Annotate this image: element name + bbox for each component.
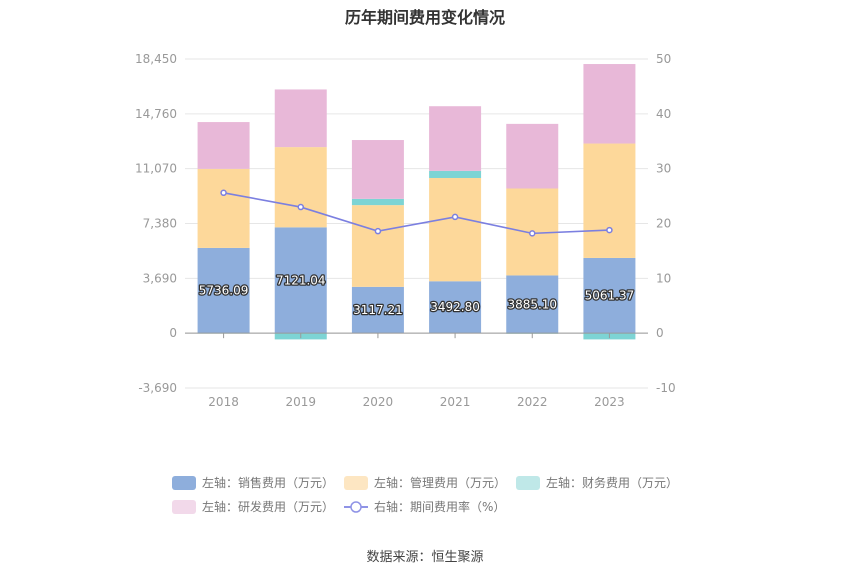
left-tick-label: 11,070: [135, 162, 177, 176]
bar-segment: [429, 177, 482, 282]
right-tick-label: 20: [656, 217, 671, 231]
legend-item-rnd[interactable]: 左轴：研发费用（万元）: [172, 498, 334, 515]
rate-point: [297, 203, 304, 211]
rate-line-layer: [220, 189, 613, 237]
bar-segment: [351, 286, 404, 334]
bar-segment: [583, 143, 636, 258]
left-tick-label: 7,380: [143, 217, 177, 231]
sales-data-label: 5736.09: [199, 284, 249, 298]
rate-point: [451, 213, 459, 221]
right-tick-label: 0: [656, 326, 664, 340]
legend-label-rnd: 左轴：研发费用（万元）: [202, 500, 335, 514]
bar-segment: [197, 122, 250, 169]
x-tick-label: 2019: [285, 395, 316, 409]
left-tick-label: 18,450: [135, 52, 177, 66]
bar-segment: [274, 89, 327, 148]
legend-item-rate[interactable]: 右轴：期间费用率（%）: [344, 498, 505, 515]
legend-swatch-sales: [172, 475, 196, 490]
x-tick-label: 2023: [594, 395, 625, 409]
right-tick-label: 50: [656, 52, 671, 66]
left-tick-label: 0: [169, 326, 177, 340]
right-tick-label: 40: [656, 107, 671, 121]
left-tick-label: 14,760: [135, 107, 177, 121]
x-tick-label: 2020: [363, 395, 394, 409]
sales-data-label: 3885.10: [507, 297, 557, 311]
left-tick-label: -3,690: [138, 381, 177, 395]
bar-segment: [351, 198, 404, 206]
rate-line: [223, 192, 610, 235]
legend-item-sales[interactable]: 左轴：销售费用（万元）: [172, 474, 334, 491]
right-tick-label: 10: [656, 271, 671, 285]
x-tick-label: 2018: [208, 395, 239, 409]
bar-segment: [429, 281, 482, 334]
bar-segment: [583, 257, 636, 334]
chart-title: 历年期间费用变化情况: [344, 8, 505, 27]
bar-segment: [429, 106, 482, 171]
legend-swatch-rnd: [172, 499, 196, 514]
sales-data-label: 7121.04: [276, 273, 326, 287]
legend-item-admin[interactable]: 左轴：管理费用（万元）: [344, 474, 506, 491]
rate-point: [220, 189, 227, 197]
bar-segment: [274, 147, 327, 228]
legend-swatch-admin: [344, 475, 368, 490]
legend-label-sales: 左轴：销售费用（万元）: [202, 476, 335, 490]
data-source-note: 数据来源：恒生聚源: [366, 550, 484, 565]
bar-segment: [506, 275, 559, 334]
legend-label-rate: 右轴：期间费用率（%）: [374, 500, 506, 514]
x-tick-label: 2021: [440, 395, 471, 409]
data-label-layer: 5736.09 7121.04 3117.21 3492.80 3885.10 5061.…: [198, 272, 636, 318]
rate-point: [606, 226, 613, 234]
bar-segment: [583, 64, 636, 144]
sales-data-label: 3492.80: [430, 300, 480, 314]
bar-segment: [197, 168, 250, 248]
bar-segment: [429, 170, 482, 178]
legend-item-finance[interactable]: 左轴：财务费用（万元）: [516, 474, 678, 491]
sales-data-label: 5061.37: [585, 289, 635, 303]
bar-segment: [351, 205, 404, 287]
bar-segment: [351, 140, 404, 199]
rate-point: [529, 230, 536, 237]
chart-canvas: 5736.09 7121.04 3117.21 3492.80 3885.10 5061.…: [135, 52, 676, 409]
legend-label-admin: 左轴：管理费用（万元）: [374, 476, 507, 490]
bar-segment: [197, 247, 250, 334]
bar-segment: [274, 227, 327, 334]
bar-segment: [506, 123, 559, 189]
right-tick-label: 30: [656, 162, 671, 176]
x-tick-label: 2022: [517, 395, 548, 409]
right-tick-label: -10: [656, 381, 676, 395]
rate-point: [374, 227, 382, 235]
legend-label-finance: 左轴：财务费用（万元）: [546, 476, 679, 490]
left-tick-label: 3,690: [143, 271, 177, 285]
legend-swatch-finance: [516, 475, 540, 490]
sales-data-label: 3117.21: [353, 303, 403, 317]
line-circle-icon: [344, 500, 368, 513]
bar-layer: [197, 64, 636, 340]
axis-layer: -3,690 0 3,690 7,380 11,070 14,760 18,450 -10 0 1…: [135, 52, 676, 409]
